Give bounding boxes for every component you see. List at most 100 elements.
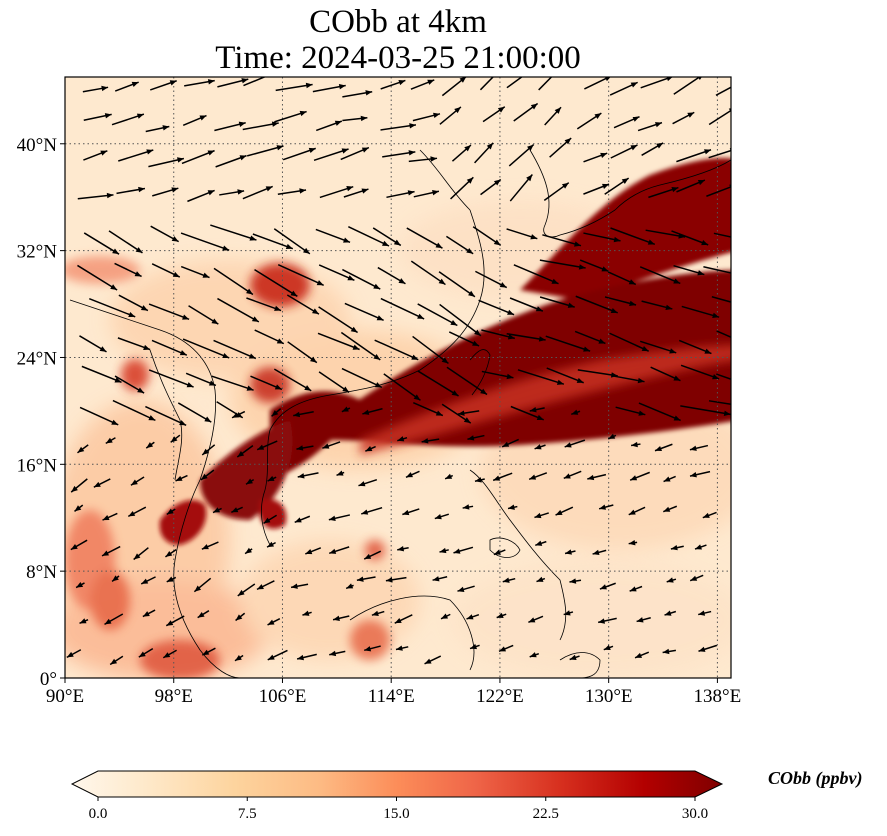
wind-vector-head bbox=[142, 611, 150, 617]
wind-vector-head bbox=[599, 504, 607, 510]
wind-vector-head bbox=[333, 615, 340, 621]
wind-vector-head bbox=[534, 444, 542, 450]
wind-vector-head bbox=[204, 416, 212, 423]
wind-vector-head bbox=[146, 442, 154, 449]
wind-vector bbox=[277, 263, 324, 286]
wind-vector bbox=[182, 338, 230, 359]
wind-vector-head bbox=[502, 577, 510, 583]
y-tick-label: 40°N bbox=[17, 135, 58, 156]
wind-vector-head bbox=[466, 177, 474, 184]
wind-vector-head bbox=[271, 71, 278, 76]
y-tick-label: 8°N bbox=[26, 562, 57, 583]
wind-vector bbox=[406, 227, 443, 249]
wind-vector-head bbox=[530, 103, 538, 110]
wind-vector-head bbox=[138, 186, 145, 193]
wind-vector-head bbox=[697, 77, 702, 81]
wind-vector-head bbox=[186, 382, 194, 388]
wind-vector-head bbox=[424, 658, 432, 664]
latitude-ticks: 0° 8°N 16°N 24°N 32°N 40°N bbox=[17, 135, 65, 690]
wind-vector-head bbox=[166, 508, 174, 515]
wind-vector-head bbox=[361, 188, 369, 194]
wind-vector-head bbox=[712, 312, 720, 319]
wind-vector-head bbox=[600, 152, 608, 158]
wind-vector bbox=[252, 233, 294, 250]
wind-vector-head bbox=[290, 290, 298, 297]
wind-vector-head bbox=[536, 576, 544, 582]
wind-vector-head bbox=[316, 280, 324, 286]
wind-vector-head bbox=[166, 620, 174, 626]
wind-vector-head bbox=[165, 550, 173, 557]
wind-vector-head bbox=[239, 155, 247, 161]
wind-vector-head bbox=[141, 578, 149, 584]
wind-vector-head bbox=[297, 654, 305, 661]
wind-vector-head bbox=[631, 441, 638, 448]
wind-vector-head bbox=[628, 279, 636, 285]
wind-vector-head bbox=[702, 512, 710, 518]
wind-vector-head bbox=[171, 236, 179, 242]
wind-vector-head bbox=[569, 578, 577, 584]
wind-vector-head bbox=[171, 187, 179, 193]
wind-vector-head bbox=[638, 410, 646, 416]
wind-vector-head bbox=[138, 651, 146, 658]
wind-vector-head bbox=[564, 442, 572, 448]
wind-vector bbox=[638, 402, 681, 422]
wind-vector-head bbox=[408, 150, 416, 156]
wind-vector-head bbox=[535, 540, 543, 546]
wind-vector bbox=[681, 305, 720, 318]
wind-vector-head bbox=[405, 472, 413, 478]
wind-vector-head bbox=[360, 115, 368, 122]
colorbar-tick-label: 0.0 bbox=[89, 806, 108, 822]
wind-vector-head bbox=[70, 544, 78, 550]
wind-vector-head bbox=[296, 445, 304, 451]
wind-vector-head bbox=[299, 110, 307, 117]
wind-vector bbox=[383, 373, 421, 401]
wind-vector-head bbox=[701, 240, 709, 246]
wind-vector-head bbox=[468, 290, 475, 297]
wind-vector-head bbox=[493, 475, 501, 481]
wind-vector-head bbox=[402, 509, 410, 516]
y-tick-label: 0° bbox=[40, 669, 57, 690]
wind-vector bbox=[513, 264, 559, 285]
wind-vector-head bbox=[466, 614, 474, 620]
colorbar-title: CObb (ppbv) bbox=[768, 768, 863, 788]
wind-vector-head bbox=[413, 394, 421, 401]
wind-vector bbox=[715, 86, 731, 96]
wind-vector-head bbox=[576, 377, 584, 383]
wind-vector-head bbox=[502, 441, 510, 447]
map-title: CObb at 4km bbox=[309, 4, 487, 40]
wind-vector-head bbox=[305, 549, 313, 555]
wind-vector-head bbox=[587, 474, 595, 481]
wind-vector-head bbox=[498, 65, 504, 72]
wind-vector bbox=[273, 368, 312, 392]
wind-vector-head bbox=[538, 336, 546, 342]
wind-vector-head bbox=[93, 481, 101, 488]
wind-vector-head bbox=[432, 576, 440, 582]
wind-vector-head bbox=[569, 654, 577, 660]
wind-vector-head bbox=[613, 236, 621, 243]
wind-vector-head bbox=[407, 190, 415, 196]
wind-vector-head bbox=[148, 415, 156, 421]
wind-vector-head bbox=[435, 242, 443, 249]
wind-vector-head bbox=[237, 589, 245, 596]
wind-vector-head bbox=[263, 517, 271, 524]
wind-vector-head bbox=[371, 610, 379, 616]
wind-vector bbox=[417, 370, 459, 397]
wind-vector-head bbox=[529, 407, 537, 413]
wind-vector-head bbox=[578, 264, 586, 270]
wind-vector-head bbox=[630, 82, 638, 88]
wind-vector-head bbox=[166, 576, 174, 582]
wind-vector bbox=[575, 295, 618, 314]
wind-vector bbox=[348, 226, 390, 247]
wind-vector-head bbox=[529, 474, 537, 480]
wind-vector bbox=[81, 365, 122, 384]
wind-vector-head bbox=[276, 338, 284, 344]
wind-vector bbox=[708, 400, 731, 405]
wind-vector-head bbox=[598, 338, 606, 344]
wind-vector-head bbox=[598, 618, 606, 624]
wind-vector-head bbox=[111, 419, 119, 425]
wind-vector bbox=[317, 332, 360, 351]
colorbar-gradient bbox=[70, 770, 724, 798]
wind-vector-head bbox=[474, 477, 482, 483]
wind-vector-head bbox=[604, 77, 611, 82]
wind-vector-head bbox=[563, 610, 571, 616]
